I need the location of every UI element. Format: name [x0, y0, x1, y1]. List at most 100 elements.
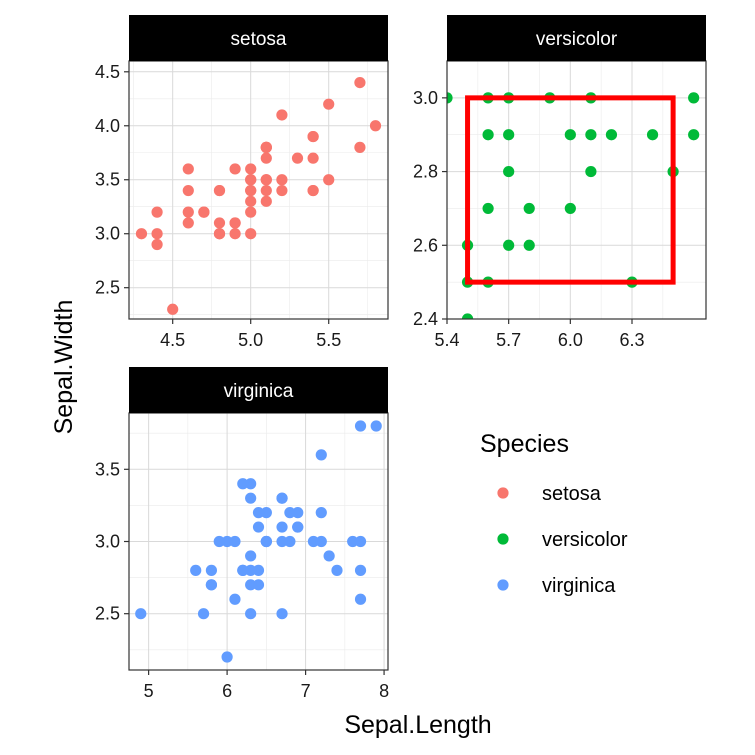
data-point [237, 564, 249, 576]
y-axis-title: Sepal.Width [50, 300, 78, 435]
strip-label: virginica [224, 381, 294, 402]
data-point [198, 206, 210, 218]
strip-label: versicolor [536, 29, 618, 50]
legend-entries: setosa versicolor virginica [497, 483, 628, 597]
data-point [276, 174, 288, 186]
data-point [135, 228, 148, 240]
data-point [260, 141, 272, 153]
data-point [182, 184, 194, 197]
data-point [252, 564, 265, 576]
data-point [307, 184, 319, 197]
legend-key [497, 487, 509, 499]
data-point [190, 564, 202, 576]
data-point [245, 206, 257, 218]
data-point [229, 535, 241, 548]
data-point [135, 608, 147, 620]
data-point [482, 129, 494, 141]
data-point [315, 535, 327, 548]
y-tick-label: 3.0 [95, 532, 120, 552]
x-tick-label: 4.5 [160, 330, 185, 350]
x-tick-label: 5.7 [496, 330, 521, 350]
data-point [252, 579, 265, 591]
data-point [167, 303, 179, 315]
data-point [276, 608, 288, 620]
axes: 5 6 7 8 2.5 3.0 3.5 [95, 459, 389, 701]
data-point [245, 174, 257, 186]
legend-label: versicolor [542, 529, 628, 551]
data-point [252, 507, 265, 519]
y-tick-label: 3.5 [95, 170, 120, 190]
data-point [221, 651, 233, 663]
data-point [503, 129, 515, 141]
x-tick-label: 6 [222, 681, 232, 701]
data-point [182, 163, 194, 175]
data-point [503, 165, 515, 178]
data-point [284, 507, 296, 519]
data-point [245, 492, 257, 504]
data-point [307, 152, 319, 164]
data-point [585, 129, 597, 141]
legend-label: setosa [542, 483, 602, 505]
data-point [292, 521, 304, 533]
data-point [213, 535, 225, 548]
data-point [276, 535, 288, 548]
data-point [315, 507, 327, 519]
data-point [245, 608, 257, 620]
data-point [564, 202, 576, 215]
legend-entry-virginica: virginica [497, 575, 616, 597]
data-point [229, 228, 241, 240]
data-point [260, 507, 272, 519]
data-point [276, 109, 288, 121]
data-point [605, 129, 618, 141]
legend-entry-versicolor: versicolor [497, 529, 628, 551]
x-tick-label: 7 [301, 681, 311, 701]
data-point [323, 98, 335, 110]
panel-background [129, 61, 388, 319]
data-point [245, 195, 257, 207]
data-point [260, 174, 272, 186]
data-point [585, 165, 597, 178]
data-point [354, 535, 367, 548]
data-point [260, 152, 272, 164]
data-point [260, 535, 272, 548]
data-point [237, 478, 249, 490]
data-point [354, 564, 367, 576]
data-point [213, 184, 226, 197]
data-point [151, 238, 163, 251]
legend-entry-setosa: setosa [497, 483, 602, 505]
data-point [260, 184, 272, 197]
legend-key [497, 533, 509, 545]
data-point [284, 535, 296, 548]
axes: 5.4 5.7 6.0 6.3 2.4 2.6 2.8 3.0 [413, 88, 645, 350]
facet-virginica: virginica 5 6 7 8 2.5 3.0 3.5 [95, 367, 389, 701]
points-virginica [135, 420, 382, 663]
points-setosa [135, 76, 382, 315]
y-tick-label: 2.8 [413, 162, 438, 182]
highlight-box [465, 95, 676, 285]
data-point [688, 92, 700, 104]
data-point [213, 228, 226, 240]
data-point [354, 141, 366, 153]
x-tick-label: 5.4 [434, 330, 459, 350]
data-point [688, 129, 700, 141]
data-point [245, 579, 257, 591]
data-point [245, 478, 257, 490]
data-point [276, 492, 288, 504]
data-point [182, 217, 194, 229]
y-tick-label: 3.0 [95, 224, 120, 244]
y-tick-label: 2.6 [413, 235, 438, 255]
data-point [482, 202, 494, 215]
data-point [291, 152, 304, 164]
x-tick-label: 8 [379, 681, 389, 701]
data-point [370, 420, 382, 432]
data-point [323, 174, 335, 186]
axes: 4.5 5.0 5.5 2.5 3.0 3.5 4.0 4.5 [95, 62, 341, 350]
data-point [447, 92, 453, 104]
strip-background [447, 15, 706, 61]
data-point [245, 550, 257, 562]
data-point [564, 129, 576, 141]
data-point [245, 184, 257, 197]
data-point [323, 550, 335, 562]
strip-label: setosa [231, 29, 287, 50]
data-point [197, 608, 210, 620]
